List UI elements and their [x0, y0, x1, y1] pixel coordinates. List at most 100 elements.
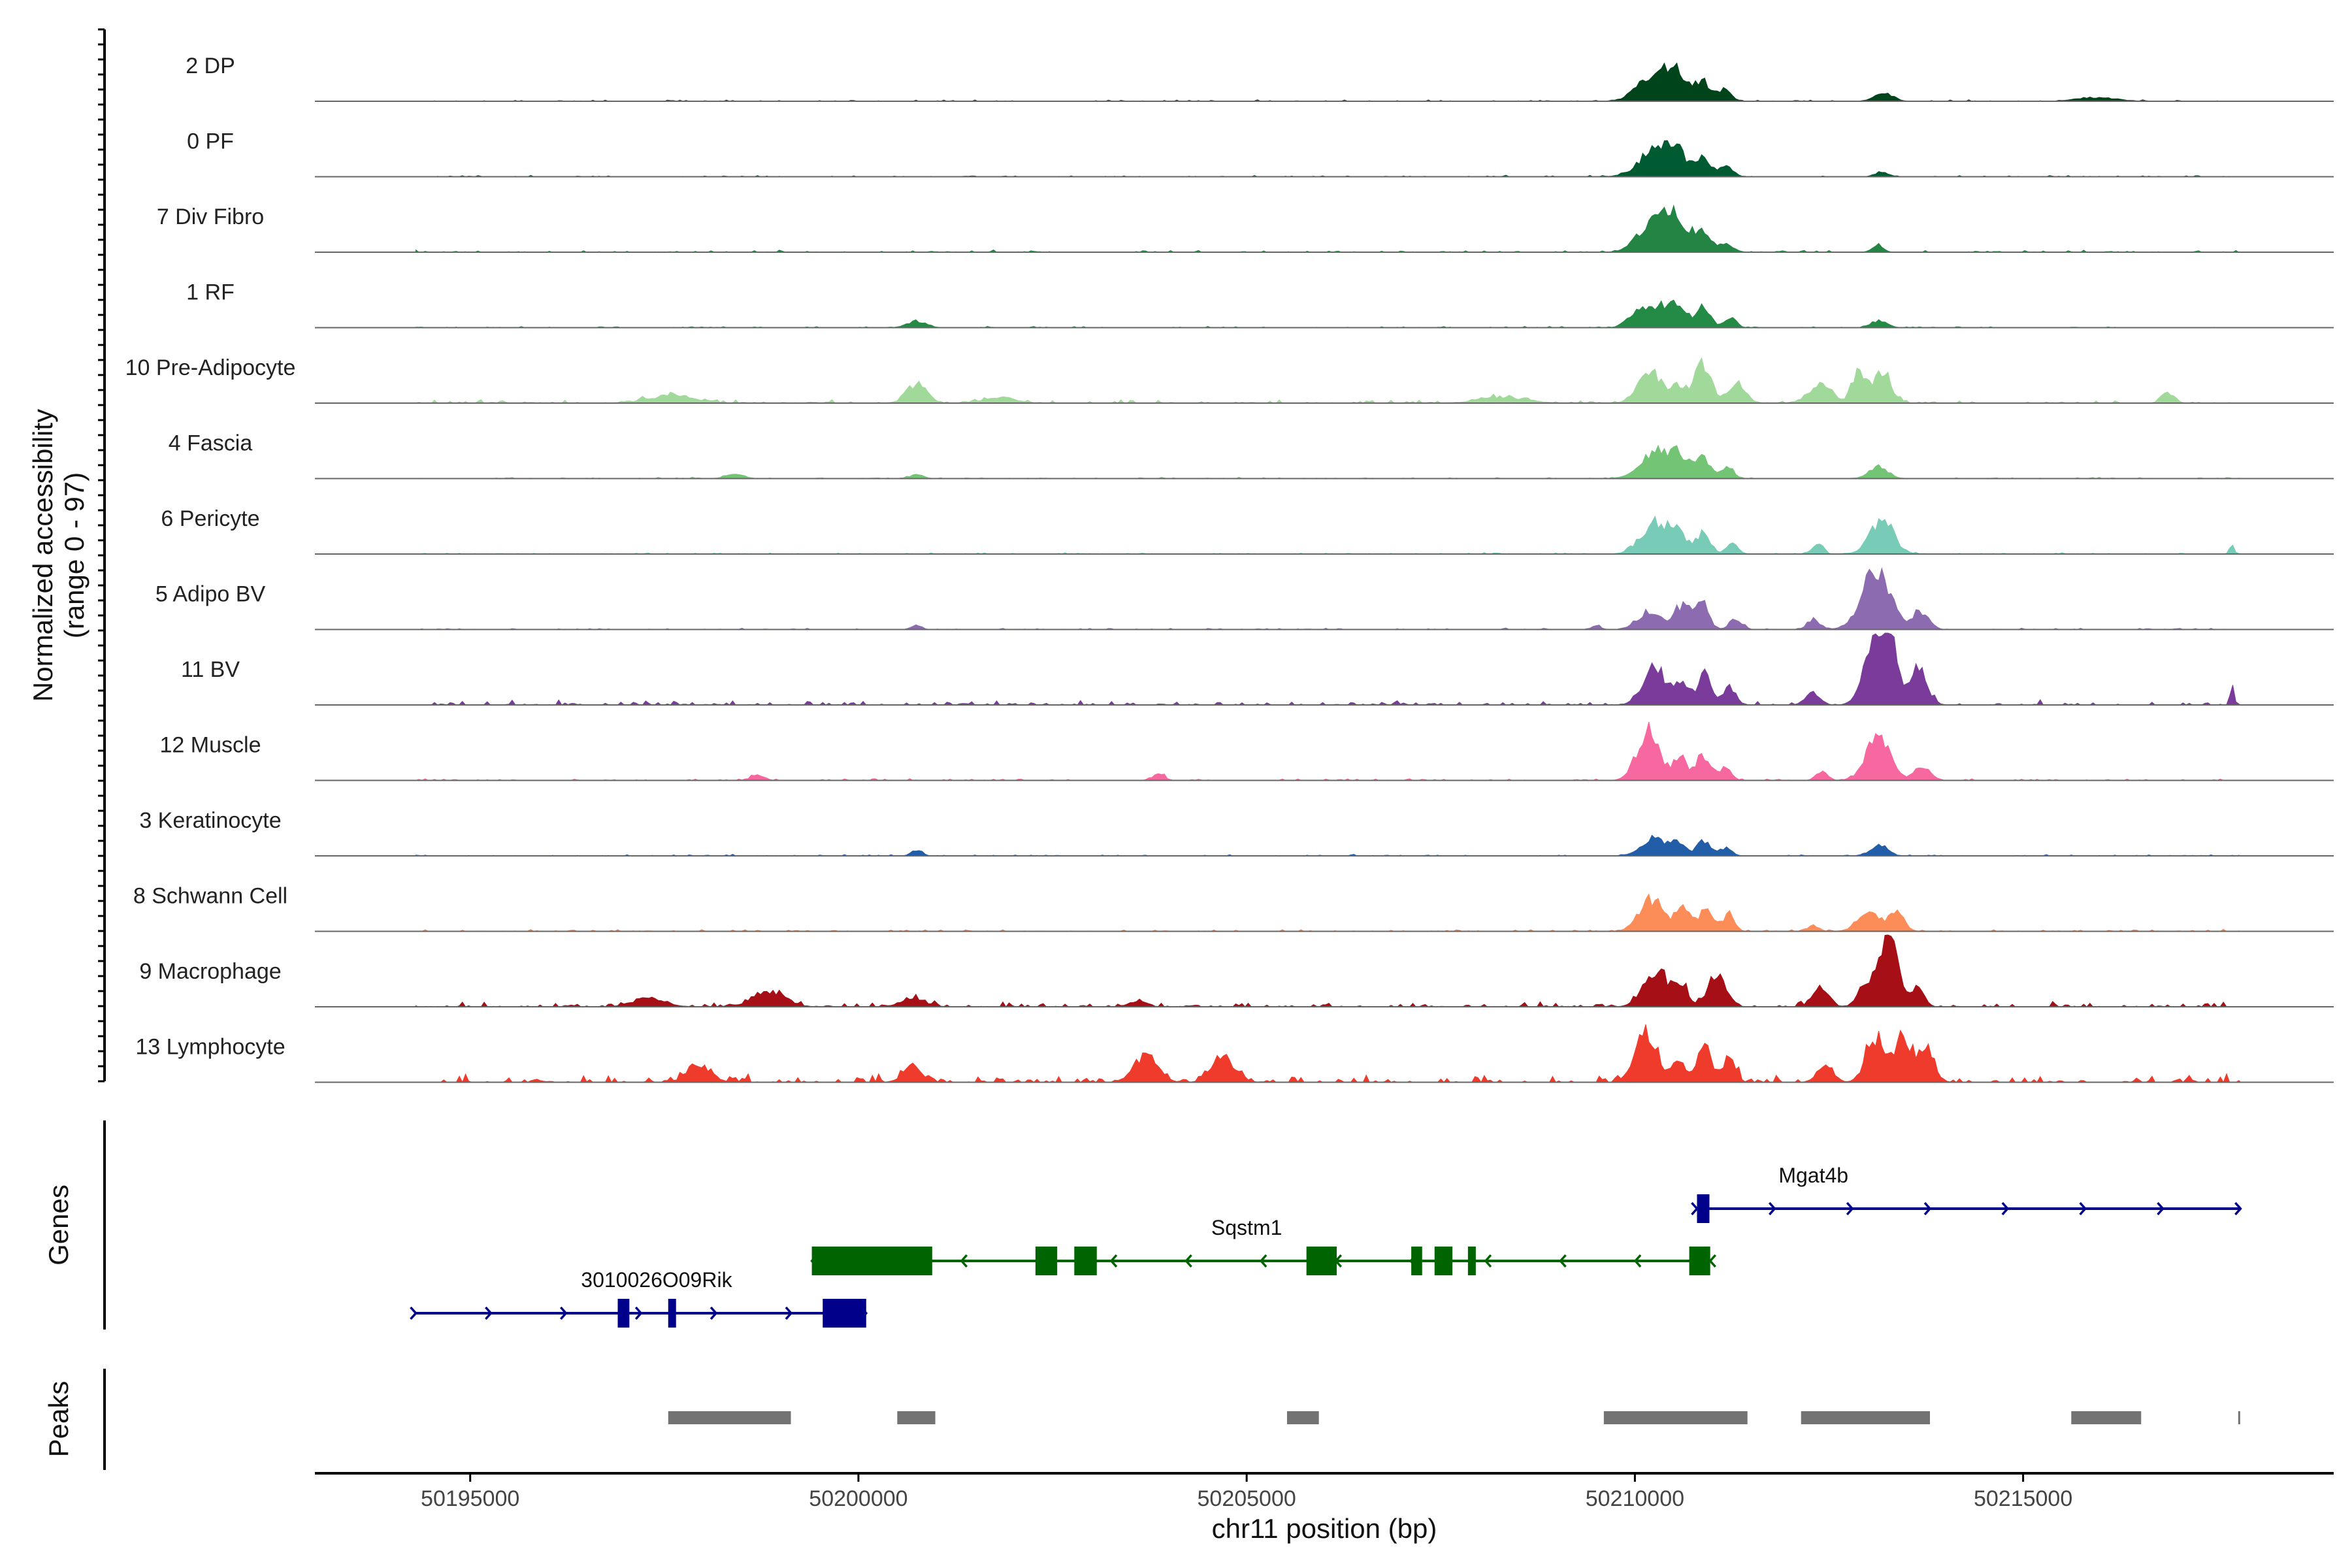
track-7: 5 Adipo BV — [155, 566, 2334, 630]
track-coverage-area — [416, 515, 2241, 555]
gene-0: Mgat4b — [1691, 1164, 2242, 1223]
track-label: 7 Div Fibro — [157, 204, 264, 229]
gene-exon — [1467, 1247, 1476, 1275]
track-coverage-area — [416, 140, 2241, 178]
gene-exon — [811, 1247, 932, 1275]
gene-exon — [1306, 1247, 1337, 1275]
x-tick-label: 50205000 — [1198, 1486, 1296, 1511]
coverage-y-ticks — [98, 28, 105, 1083]
strand-arrow — [2001, 1201, 2010, 1216]
x-tick-label: 50195000 — [421, 1486, 519, 1511]
track-coverage-area — [416, 893, 2241, 932]
strand-arrow — [1109, 1254, 1118, 1268]
strand-arrow — [1184, 1254, 1192, 1268]
track-4: 10 Pre-Adipocyte — [125, 355, 2334, 404]
track-label: 12 Muscle — [160, 733, 261, 758]
track-11: 8 Schwann Cell — [133, 884, 2334, 932]
gene-exon — [668, 1299, 676, 1328]
track-coverage-area — [416, 357, 2241, 404]
strand-arrow — [1846, 1201, 1854, 1216]
strand-arrow — [1691, 1201, 1699, 1216]
gene-exon — [1689, 1247, 1710, 1275]
strand-arrow — [1484, 1254, 1492, 1268]
track-label: 11 BV — [181, 657, 240, 682]
track-label: 6 Pericyte — [161, 506, 259, 531]
peak-region — [1603, 1411, 1748, 1424]
track-label: 4 Fascia — [169, 431, 253, 456]
peak-region — [2238, 1411, 2240, 1424]
peak-region — [2071, 1411, 2142, 1424]
gene-label: Sqstm1 — [1211, 1216, 1282, 1239]
gene-2: 3010026O09Rik — [410, 1268, 868, 1328]
strand-arrow — [1259, 1254, 1267, 1268]
gene-label: Mgat4b — [1778, 1164, 1848, 1187]
peak-regions — [668, 1411, 2240, 1424]
peak-region — [897, 1411, 936, 1424]
x-tick-label: 50210000 — [1586, 1486, 1684, 1511]
strand-arrow — [634, 1306, 643, 1320]
track-coverage-area — [416, 834, 2241, 857]
track-coverage-area — [416, 721, 2241, 781]
x-axis-ticks: 50195000 50200000 50205000 50210000 50215000 — [421, 1473, 2072, 1511]
track-9: 12 Muscle — [160, 721, 2334, 781]
track-3: 1 RF — [186, 280, 2334, 329]
peak-region — [1286, 1411, 1319, 1424]
gene-exon — [1411, 1247, 1422, 1275]
gene-exon — [1035, 1247, 1058, 1275]
track-8: 11 BV — [181, 632, 2334, 706]
track-2: 7 Div Fibro — [157, 204, 2334, 253]
strand-arrow — [410, 1306, 417, 1320]
track-5: 4 Fascia — [169, 431, 2334, 480]
gene-exon — [1434, 1247, 1453, 1275]
track-label: 9 Macrophage — [139, 959, 281, 984]
gene-label: 3010026O09Rik — [581, 1268, 732, 1292]
track-label: 5 Adipo BV — [155, 582, 266, 607]
track-label: 10 Pre-Adipocyte — [125, 355, 296, 380]
gene-exon — [823, 1299, 866, 1328]
track-coverage-area — [416, 444, 2241, 480]
peak-region — [668, 1411, 791, 1424]
strand-arrow — [960, 1254, 968, 1268]
gene-exon — [1697, 1194, 1710, 1223]
strand-arrow — [1633, 1254, 1642, 1268]
track-13: 13 Lymphocyte — [135, 1024, 2334, 1083]
strand-arrow — [485, 1306, 493, 1320]
gene-1: Sqstm1 — [810, 1216, 1716, 1275]
gene-exon — [1074, 1247, 1097, 1275]
track-label: 2 DP — [186, 54, 235, 78]
peak-region — [1801, 1411, 1930, 1424]
track-12: 9 Macrophage — [139, 934, 2334, 1007]
track-coverage-area — [416, 934, 2241, 1007]
track-10: 3 Keratinocyte — [139, 808, 2334, 857]
strand-arrow — [559, 1306, 568, 1320]
strand-arrow — [2079, 1201, 2087, 1216]
coverage-tracks: 2 DP 0 PF 7 Div Fibro 1 RF 10 Pre-Adipocyte 4… — [125, 54, 2334, 1083]
track-coverage-area — [416, 1024, 2242, 1083]
x-tick-label: 50200000 — [809, 1486, 907, 1511]
strand-arrow — [1768, 1201, 1776, 1216]
track-coverage-area — [416, 62, 2241, 102]
track-coverage-area — [416, 299, 2241, 329]
strand-arrow — [1923, 1201, 1932, 1216]
strand-arrow — [710, 1306, 718, 1320]
strand-arrow — [2157, 1201, 2164, 1216]
genes-y-title: Genes — [43, 1184, 74, 1266]
strand-arrow — [785, 1306, 793, 1320]
coverage-y-title-line-1: Normalized accessibility — [27, 409, 58, 702]
track-6: 6 Pericyte — [161, 506, 2334, 555]
gene-models: Mgat4b Sqstm1 3010026O09Rik — [410, 1164, 2242, 1328]
track-coverage-area — [416, 204, 2241, 253]
strand-arrow — [1708, 1254, 1716, 1268]
strand-arrow — [1559, 1254, 1567, 1268]
track-label: 3 Keratinocyte — [139, 808, 281, 833]
track-1: 0 PF — [187, 129, 2334, 178]
track-label: 1 RF — [186, 280, 235, 305]
strand-arrow — [2234, 1201, 2242, 1216]
track-label: 13 Lymphocyte — [135, 1035, 285, 1060]
track-coverage-area — [416, 632, 2241, 706]
track-label: 8 Schwann Cell — [133, 884, 287, 909]
x-axis-title: chr11 position (bp) — [1212, 1513, 1437, 1544]
track-label: 0 PF — [187, 129, 234, 154]
gene-exon — [617, 1299, 630, 1328]
